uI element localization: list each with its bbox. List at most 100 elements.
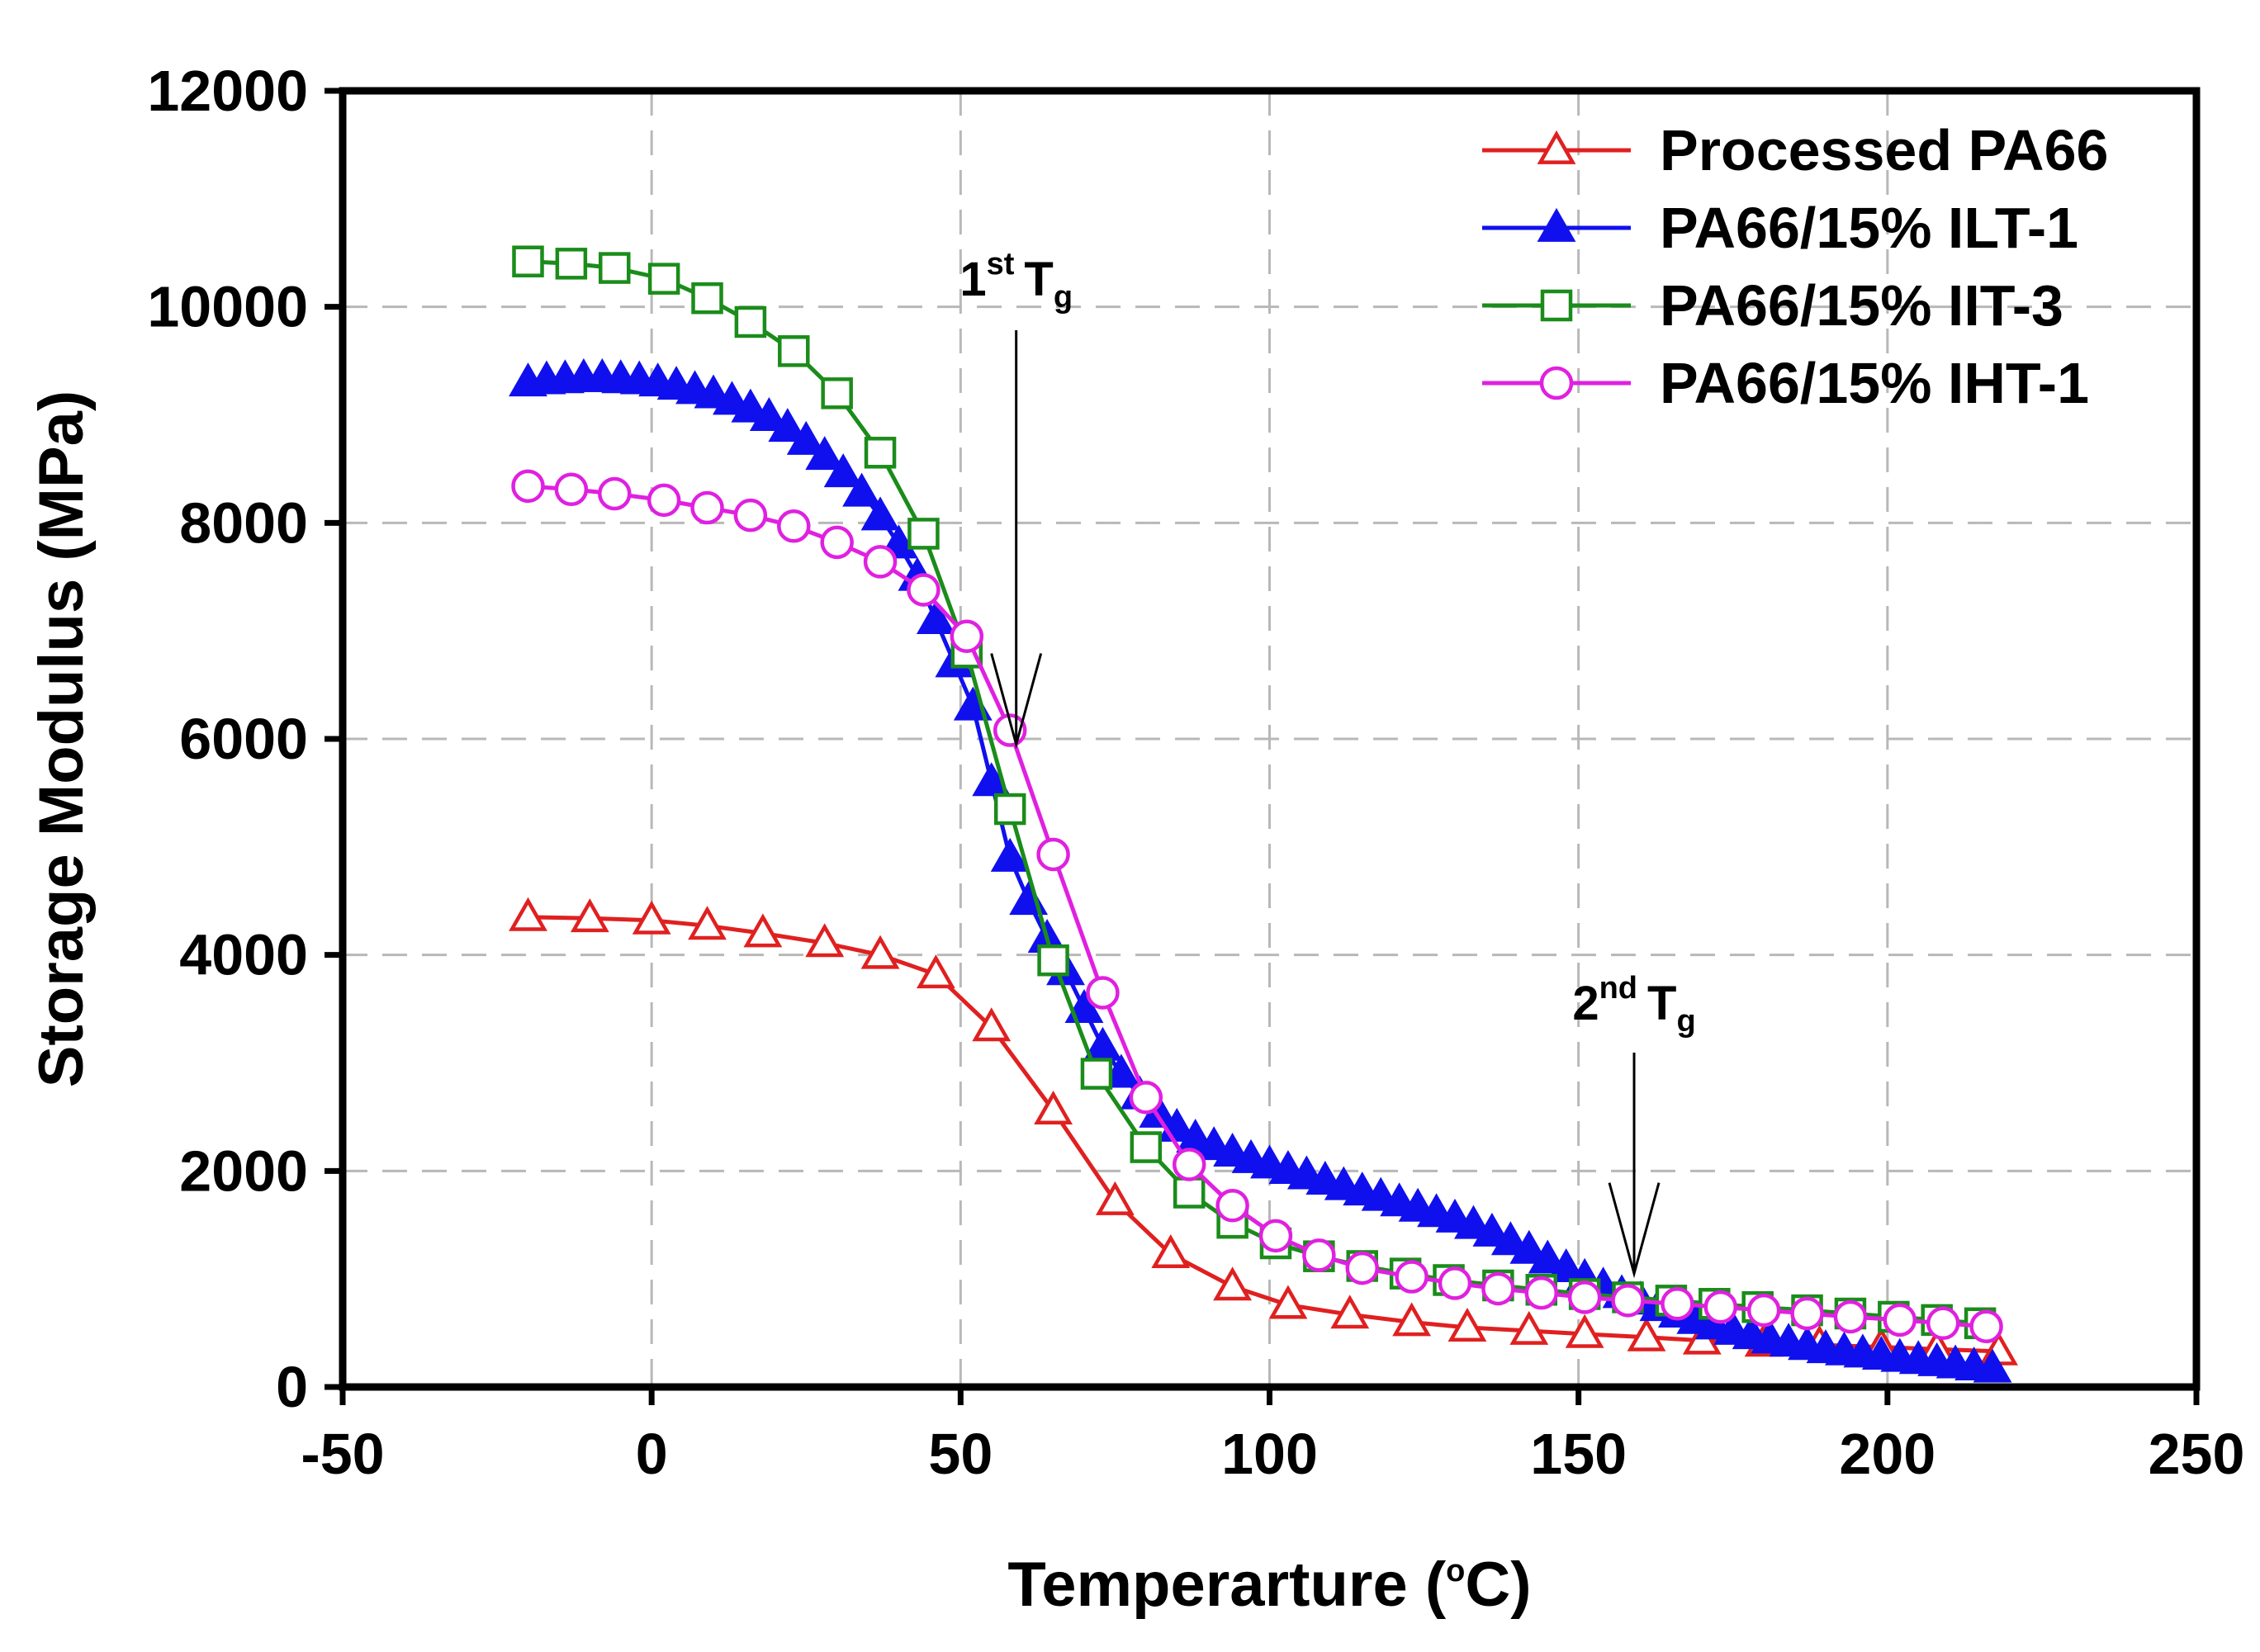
data-point	[1268, 1285, 1308, 1319]
legend: Processed PA66 PA66/15% ILT-1 PA66/15% IIT…	[1482, 118, 2108, 415]
legend-entry: PA66/15% ILT-1	[1482, 196, 2078, 260]
data-point	[690, 490, 724, 525]
data-point	[555, 248, 588, 280]
data-point	[972, 1007, 1012, 1042]
data-point	[1213, 1266, 1253, 1301]
data-point	[1973, 1348, 2012, 1383]
x-axis-title: Temperarture (oC)	[1007, 1550, 1531, 1620]
data-point	[950, 619, 984, 653]
data-point	[598, 476, 632, 511]
data-point	[1509, 1229, 1549, 1264]
data-point	[509, 897, 547, 931]
data-point	[1438, 1266, 1472, 1300]
series-line	[528, 484, 1987, 1329]
data-point	[1883, 1303, 1917, 1337]
data-point	[805, 923, 845, 958]
data-point	[972, 762, 1012, 797]
data-point	[688, 906, 727, 940]
x-tick-label: 150	[1530, 1422, 1627, 1486]
y-tick-label: 2000	[179, 1138, 308, 1203]
data-point	[1565, 1314, 1604, 1348]
legend-label: Processed PA66	[1660, 118, 2108, 182]
y-axis-title: Storage Modulus (MPa)	[26, 391, 97, 1087]
data-point	[1151, 1233, 1191, 1268]
data-point	[786, 420, 826, 455]
data-point	[1095, 1181, 1135, 1215]
data-point	[1172, 1148, 1206, 1181]
data-point	[570, 898, 609, 933]
data-point	[805, 436, 845, 471]
data-point	[1102, 1053, 1141, 1088]
data-point	[734, 305, 767, 338]
data-point	[1447, 1307, 1487, 1342]
axis-ticks: -50 0 50 100 150 200 2500200040006000800010000…	[147, 59, 2244, 1486]
data-point	[863, 545, 898, 579]
y-tick-label: 0	[276, 1355, 308, 1419]
data-point	[743, 913, 783, 948]
series-0	[509, 897, 2018, 1366]
tg-annotation: 2nd Tg	[1572, 971, 1696, 1279]
data-point	[1490, 1221, 1530, 1256]
data-point	[1392, 1302, 1432, 1337]
legend-marker	[1537, 207, 1576, 242]
data-point	[1036, 837, 1070, 872]
data-point	[778, 335, 810, 367]
data-point	[777, 509, 811, 543]
legend-entry: PA66/15% IIT-3	[1482, 273, 2063, 338]
legend-label: PA66/15% IHT-1	[1660, 351, 2089, 415]
data-point	[1528, 1239, 1567, 1274]
data-point	[1258, 1219, 1293, 1253]
data-point	[820, 525, 854, 560]
data-point	[1790, 1296, 1824, 1331]
legend-marker	[1540, 289, 1573, 322]
data-point	[1627, 1317, 1666, 1351]
y-tick-label: 8000	[179, 490, 308, 555]
data-point	[990, 837, 1030, 872]
data-point	[691, 282, 723, 315]
data-point	[1215, 1188, 1249, 1223]
data-point	[1746, 1293, 1781, 1328]
data-point	[860, 496, 900, 531]
data-point	[511, 469, 545, 504]
data-point	[1330, 1295, 1370, 1329]
data-point	[1130, 1131, 1163, 1163]
data-point	[599, 252, 631, 284]
data-point	[512, 245, 544, 277]
data-point	[1345, 1251, 1379, 1285]
series-3	[511, 469, 2003, 1343]
data-point	[1547, 1247, 1586, 1282]
data-point	[907, 518, 940, 550]
x-tick-label: 100	[1221, 1422, 1318, 1486]
data-point	[1034, 1090, 1073, 1124]
data-point	[1926, 1306, 1960, 1341]
data-point	[733, 498, 768, 533]
data-point	[1509, 1310, 1549, 1345]
data-point	[1969, 1309, 2003, 1343]
data-point	[632, 900, 671, 935]
data-point	[993, 793, 1026, 826]
series-layer	[509, 245, 2018, 1383]
arrow-head	[1608, 1182, 1661, 1279]
y-tick-label: 12000	[147, 59, 308, 123]
data-point	[916, 954, 955, 989]
data-point	[1661, 1287, 1694, 1321]
data-point	[647, 483, 681, 518]
data-point	[1454, 1205, 1493, 1239]
data-point	[1129, 1081, 1163, 1115]
data-point	[731, 388, 770, 423]
data-point	[647, 263, 680, 295]
data-point	[842, 472, 882, 507]
y-tick-label: 6000	[179, 707, 308, 771]
y-tick-label: 4000	[179, 923, 308, 987]
data-point	[821, 377, 853, 409]
data-point	[1567, 1280, 1602, 1314]
annotations: 1st Tg 2nd Tg	[959, 247, 1696, 1279]
series-line	[528, 915, 1999, 1354]
data-point	[1037, 944, 1069, 977]
legend-marker	[1537, 130, 1576, 164]
tg-label: 2nd Tg	[1572, 971, 1695, 1039]
legend-marker	[1539, 366, 1574, 400]
legend-label: PA66/15% IIT-3	[1660, 273, 2063, 338]
data-point	[1703, 1290, 1738, 1324]
